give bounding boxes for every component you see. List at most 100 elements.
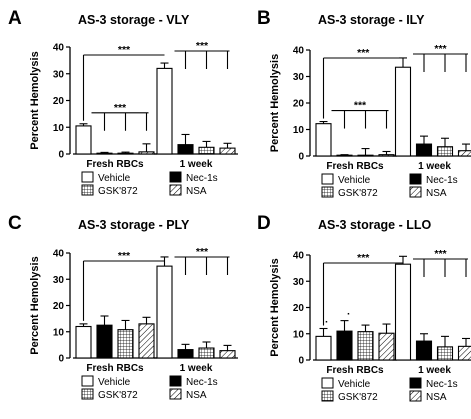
- bar: [436, 346, 454, 361]
- sig-stars: ***: [357, 47, 370, 59]
- legend-label: GSK'872: [98, 390, 138, 401]
- y-tick-label: 20: [293, 303, 305, 314]
- legend-label: Nec-1s: [426, 175, 458, 186]
- y-tick-label: 0: [58, 150, 64, 161]
- sig-stars: ***: [354, 100, 367, 112]
- group-label: Fresh RBCs: [86, 363, 144, 374]
- legend-label: NSA: [426, 188, 447, 199]
- chart-title: AS-3 storage - ILY: [318, 13, 425, 27]
- group-label: Fresh RBCs: [326, 365, 384, 376]
- sig-stars: ***: [357, 252, 370, 264]
- group-label: Fresh RBCs: [86, 159, 144, 170]
- y-axis-label: Percent Hemolysis: [269, 258, 281, 356]
- legend-swatch: [321, 377, 334, 389]
- chart-title: AS-3 storage - LLO: [318, 218, 431, 232]
- panel-letter: C: [8, 213, 22, 234]
- panel-letter: D: [257, 213, 271, 234]
- bar: [75, 125, 92, 155]
- legend-swatch: [169, 171, 182, 183]
- bar: [117, 152, 134, 155]
- y-tick-label: 10: [293, 125, 305, 136]
- bar: [219, 147, 236, 155]
- sig-stars: ***: [434, 248, 447, 260]
- sig-stars: ***: [196, 40, 209, 52]
- panel-letter: A: [8, 8, 22, 29]
- y-tick-label: 30: [293, 277, 305, 288]
- bar: [378, 332, 395, 361]
- bar: [457, 345, 471, 361]
- legend-label: GSK'872: [338, 392, 378, 403]
- legend-label: NSA: [186, 186, 207, 197]
- y-tick-label: 40: [293, 251, 305, 262]
- legend-swatch: [409, 390, 422, 402]
- group-label: Fresh RBCs: [326, 161, 384, 172]
- legend-swatch: [321, 390, 334, 402]
- panel-letter: B: [257, 8, 271, 29]
- bar: [394, 263, 412, 361]
- y-tick-label: 20: [53, 96, 65, 107]
- legend-swatch: [409, 186, 422, 198]
- y-tick-label: 30: [53, 69, 65, 80]
- bar: [177, 349, 194, 359]
- bar: [415, 143, 433, 157]
- legend-swatch: [169, 375, 182, 387]
- group-label: 1 week: [418, 365, 451, 376]
- legend-label: Vehicle: [338, 379, 371, 390]
- panels: A AS-3 storage - VLY Percent Hemolysis 0 10 2…: [8, 8, 471, 403]
- y-tick-label: 20: [293, 99, 305, 110]
- bar: [138, 323, 155, 359]
- bar: [138, 151, 155, 155]
- y-tick-label: 40: [53, 43, 65, 54]
- bar: [156, 67, 173, 155]
- bar: [394, 66, 412, 157]
- sig-stars: ***: [196, 246, 209, 258]
- legend-label: Vehicle: [338, 175, 371, 186]
- legend-swatch: [81, 184, 94, 196]
- sig-stars: ***: [434, 43, 447, 55]
- chart-panel-a: A AS-3 storage - VLY Percent Hemolysis 0 10 2…: [8, 8, 238, 197]
- bar: [357, 331, 374, 361]
- legend-swatch: [409, 173, 422, 185]
- bar: [117, 329, 134, 359]
- legend-swatch: [169, 184, 182, 196]
- y-axis-label: Percent Hemolysis: [29, 51, 41, 149]
- legend-label: Vehicle: [98, 377, 131, 388]
- annotation-dot: .: [347, 306, 350, 318]
- sig-stars: ***: [114, 102, 127, 114]
- y-tick-label: 10: [53, 123, 65, 134]
- legend-label: Vehicle: [98, 173, 131, 184]
- legend-label: Nec-1s: [186, 173, 218, 184]
- legend-swatch: [81, 171, 94, 183]
- chart-title: AS-3 storage - PLY: [78, 218, 190, 232]
- legend-swatch: [321, 173, 334, 185]
- y-tick-label: 0: [58, 354, 64, 365]
- bar: [198, 347, 215, 359]
- y-tick-label: 0: [298, 152, 304, 163]
- bar: [378, 154, 395, 157]
- sig-stars: ***: [118, 250, 131, 262]
- bar: [96, 324, 113, 359]
- bar: [75, 325, 92, 359]
- bar: [336, 154, 353, 157]
- bar: [457, 150, 471, 157]
- chart-panel-d: D AS-3 storage - LLO Percent Hemolysis 0 10 2…: [257, 213, 471, 403]
- group-label: 1 week: [180, 159, 213, 170]
- group-label: 1 week: [180, 363, 213, 374]
- bar: [436, 146, 454, 157]
- legend-swatch: [321, 186, 334, 198]
- bar: [177, 144, 194, 155]
- y-axis-label: Percent Hemolysis: [29, 256, 41, 354]
- y-tick-label: 40: [53, 249, 65, 260]
- y-tick-label: 20: [53, 301, 65, 312]
- chart-panel-b: B AS-3 storage - ILY Percent Hemolysis 0 10 2…: [257, 8, 471, 199]
- bar: [357, 154, 374, 157]
- legend-label: NSA: [186, 390, 207, 401]
- y-axis-label: Percent Hemolysis: [269, 54, 281, 152]
- bar: [219, 350, 236, 359]
- bar: [198, 146, 215, 155]
- legend-swatch: [409, 377, 422, 389]
- chart-title: AS-3 storage - VLY: [78, 13, 190, 27]
- group-label: 1 week: [418, 161, 451, 172]
- y-tick-label: 30: [293, 72, 305, 83]
